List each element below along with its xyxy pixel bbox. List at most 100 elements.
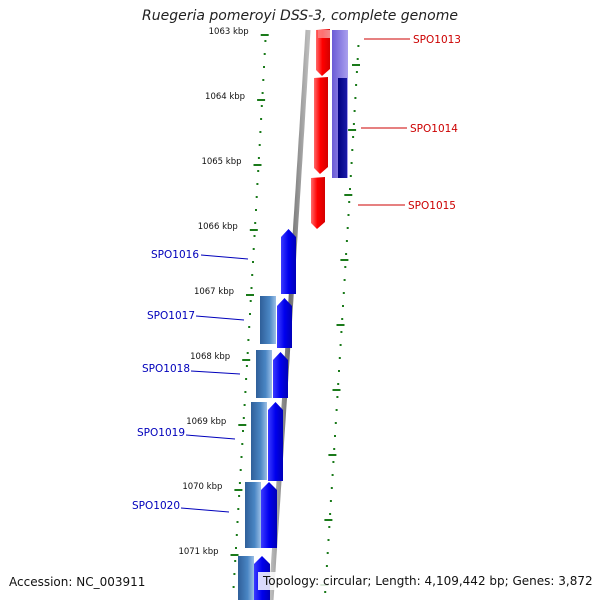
scale-dot-left	[239, 469, 242, 471]
gene-arrow-spo1014	[314, 77, 328, 174]
scale-dot-right	[343, 279, 346, 281]
gene-arrow-spo1018	[273, 352, 288, 398]
scale-tick-label: 1064 kbp	[205, 92, 245, 102]
scale-tick-mark-right	[344, 194, 353, 196]
scale-dot-left	[245, 378, 248, 380]
scale-dot-left	[254, 222, 257, 224]
scale-dot-left	[260, 105, 263, 107]
scale-dot-left	[252, 261, 254, 263]
gene-arrow-spo1020	[261, 482, 277, 548]
scale-tick-mark	[253, 164, 262, 166]
scale-dot-left	[260, 118, 263, 120]
gene-leader-line	[185, 434, 236, 440]
scale-dot-right	[338, 357, 341, 359]
feature-strip	[251, 402, 267, 480]
scale-dot-left	[246, 352, 249, 354]
scale-dot-right	[324, 591, 327, 593]
scale-dot-left	[234, 560, 237, 562]
scale-dot-right	[357, 45, 360, 47]
scale-dot-right	[327, 539, 330, 541]
scale-dot-left	[235, 547, 237, 549]
scale-tick-mark	[230, 554, 239, 556]
scale-dot-right	[345, 240, 348, 242]
scale-dot-right	[353, 110, 356, 112]
scale-dot-left	[249, 313, 251, 315]
scale-tick-label: 1068 kbp	[190, 352, 230, 362]
scale-dot-right	[335, 409, 338, 411]
scale-dot-right	[330, 487, 333, 489]
scale-dot-right	[352, 136, 355, 138]
scale-tick-mark	[257, 99, 266, 101]
scale-tick-mark	[249, 229, 258, 231]
genome-summary: Topology: circular; Length: 4,109,442 bp…	[258, 572, 598, 590]
gene-label-spo1019: SPO1019	[137, 427, 185, 439]
scale-dot-right	[334, 422, 337, 424]
scale-dot-right	[329, 513, 332, 515]
scale-dot-right	[344, 266, 347, 268]
scale-dot-left	[251, 274, 254, 276]
scale-dot-left	[242, 417, 245, 419]
scale-tick-label: 1067 kbp	[194, 287, 234, 297]
scale-dot-right	[328, 526, 331, 528]
gene-arrow-spo1016	[281, 229, 296, 294]
scale-dot-right	[338, 370, 340, 372]
scale-dot-right	[348, 201, 351, 203]
gene-label-spo1020: SPO1020	[132, 500, 180, 512]
scale-dot-left	[237, 508, 240, 510]
scale-tick-mark-right	[348, 129, 357, 131]
gene-label-spo1014: SPO1014	[410, 123, 458, 135]
scale-dot-left	[249, 300, 252, 302]
scale-dot-left	[245, 365, 248, 367]
scale-tick-label: 1071 kbp	[178, 547, 218, 557]
scale-tick-mark-right	[324, 519, 333, 521]
scale-dot-right	[337, 383, 340, 385]
scale-dot-right	[342, 292, 345, 294]
scale-dot-left	[252, 248, 255, 250]
gene-label-spo1013: SPO1013	[413, 34, 461, 46]
feature-strip	[245, 482, 261, 548]
scale-dot-right	[339, 344, 342, 346]
scale-dot-left	[235, 534, 238, 536]
gene-highlight	[318, 30, 330, 38]
scale-dot-left	[244, 391, 247, 393]
gene-arrow-spo1019	[268, 402, 283, 481]
accession-label: Accession: NC_003911	[9, 575, 146, 589]
scale-dot-left	[261, 92, 264, 94]
scale-dot-left	[258, 144, 261, 146]
scale-tick-mark	[246, 294, 254, 296]
scale-dot-left	[263, 66, 265, 68]
scale-dot-left	[247, 339, 250, 341]
scale-dot-right	[342, 305, 344, 307]
scale-dot-right	[355, 71, 358, 73]
scale-dot-right	[345, 253, 348, 255]
scale-dot-right	[331, 474, 334, 476]
scale-dot-right	[326, 552, 329, 554]
gene-label-spo1016: SPO1016	[151, 249, 199, 261]
genome-title: Ruegeria pomeroyi DSS-3, complete genome	[142, 8, 458, 24]
scale-dot-left	[232, 586, 235, 588]
scale-tick-mark-right	[336, 324, 345, 326]
scale-dot-right	[355, 84, 358, 86]
scale-dot-right	[332, 461, 335, 463]
scale-dot-left	[241, 443, 244, 445]
scale-tick-mark	[238, 424, 247, 426]
scale-dot-right	[351, 149, 354, 151]
scale-dot-left	[262, 79, 265, 81]
gene-leader-line	[190, 370, 241, 375]
scale-tick-label: 1070 kbp	[182, 482, 222, 492]
homology-strip-dark	[338, 78, 347, 178]
feature-strip	[238, 556, 254, 600]
scale-tick-mark	[234, 489, 243, 491]
gene-leader-line	[200, 254, 249, 260]
scale-dot-right	[356, 58, 359, 60]
scale-tick-mark-right	[340, 259, 349, 261]
scale-tick-label: 1063 kbp	[209, 27, 249, 37]
scale-dot-left	[257, 170, 260, 172]
scale-dot-left	[242, 430, 244, 432]
scale-dot-left	[264, 40, 267, 42]
scale-dot-left	[256, 183, 259, 185]
scale-dot-left	[233, 573, 236, 575]
scale-dot-right	[354, 97, 357, 99]
scale-dot-left	[248, 326, 251, 328]
